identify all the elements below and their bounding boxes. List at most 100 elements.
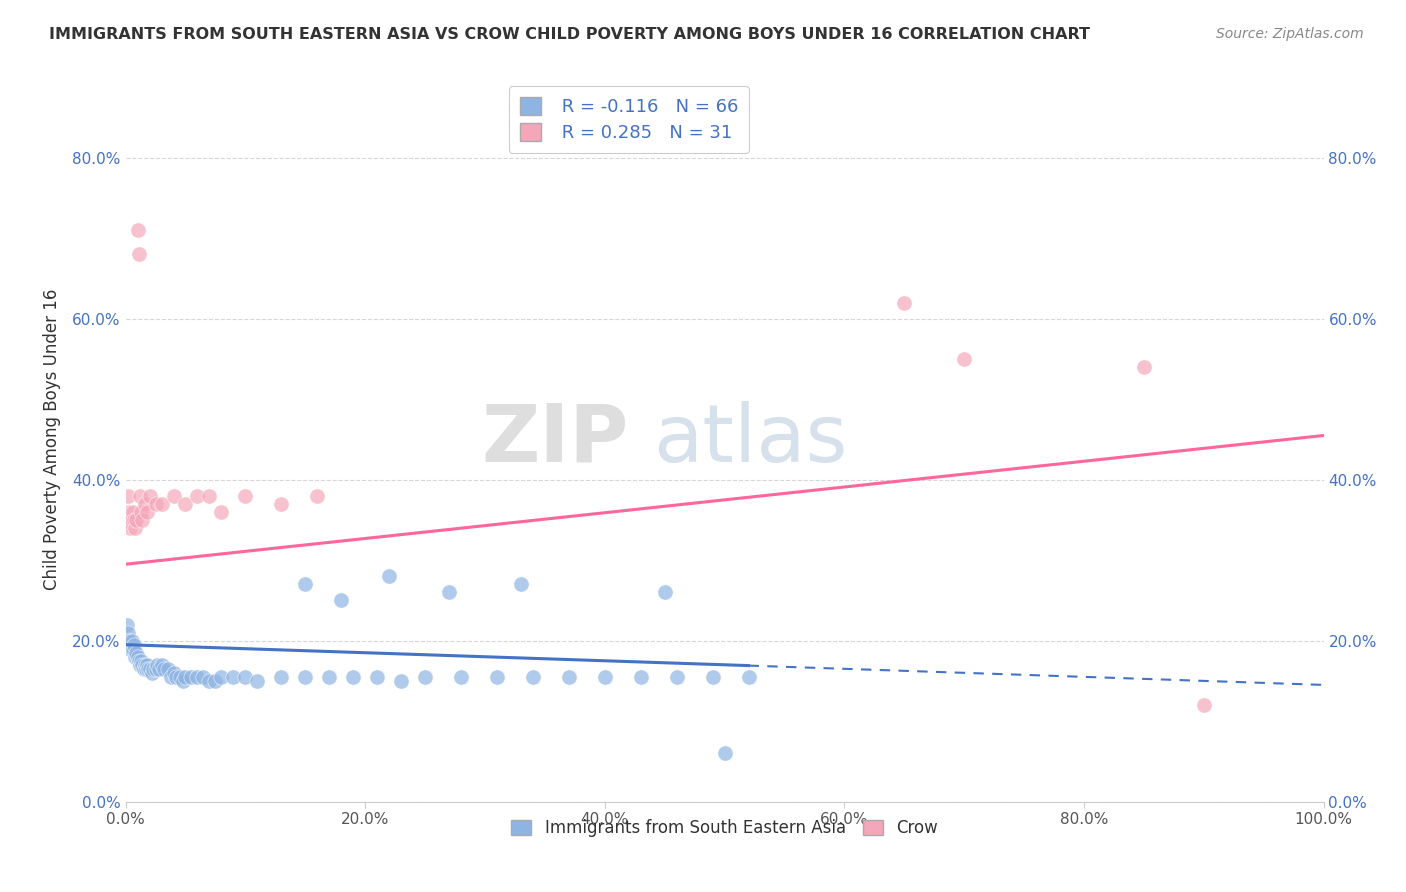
Point — [713, 747, 735, 761]
Point — [630, 670, 652, 684]
Point — [127, 223, 149, 237]
Point — [134, 657, 156, 672]
Point — [162, 665, 184, 680]
Point — [270, 497, 292, 511]
Point — [125, 646, 148, 660]
Point — [342, 670, 364, 684]
Point — [136, 505, 159, 519]
Point — [150, 657, 173, 672]
Point — [209, 505, 232, 519]
Point — [153, 662, 176, 676]
Point — [121, 505, 143, 519]
Point — [593, 670, 616, 684]
Point — [160, 670, 183, 684]
Point — [180, 670, 202, 684]
Point — [131, 657, 153, 672]
Point — [169, 670, 191, 684]
Point — [510, 577, 533, 591]
Point — [145, 497, 167, 511]
Text: Source: ZipAtlas.com: Source: ZipAtlas.com — [1216, 27, 1364, 41]
Point — [115, 617, 138, 632]
Point — [165, 670, 187, 684]
Point — [378, 569, 401, 583]
Point — [138, 489, 160, 503]
Point — [121, 633, 143, 648]
Point — [128, 247, 150, 261]
Point — [145, 662, 167, 676]
Point — [437, 585, 460, 599]
Point — [136, 657, 159, 672]
Point — [654, 585, 676, 599]
Point — [122, 513, 145, 527]
Point — [485, 670, 508, 684]
Point — [132, 662, 155, 676]
Point — [665, 670, 688, 684]
Text: IMMIGRANTS FROM SOUTH EASTERN ASIA VS CROW CHILD POVERTY AMONG BOYS UNDER 16 COR: IMMIGRANTS FROM SOUTH EASTERN ASIA VS CR… — [49, 27, 1090, 42]
Point — [129, 654, 152, 668]
Point — [128, 654, 150, 668]
Point — [174, 670, 197, 684]
Point — [127, 649, 149, 664]
Legend: Immigrants from South Eastern Asia, Crow: Immigrants from South Eastern Asia, Crow — [505, 813, 945, 844]
Point — [235, 489, 257, 503]
Point — [953, 352, 976, 367]
Point — [135, 662, 157, 676]
Point — [366, 670, 388, 684]
Point — [138, 662, 160, 676]
Point — [124, 649, 146, 664]
Point — [330, 593, 353, 607]
Point — [270, 670, 292, 684]
Point — [294, 670, 316, 684]
Point — [145, 657, 167, 672]
Point — [120, 641, 142, 656]
Point — [121, 641, 143, 656]
Point — [156, 662, 179, 676]
Point — [121, 513, 143, 527]
Point — [122, 638, 145, 652]
Point — [1133, 360, 1156, 375]
Point — [558, 670, 581, 684]
Point — [120, 521, 142, 535]
Point — [389, 673, 412, 688]
Point — [737, 670, 759, 684]
Point — [222, 670, 245, 684]
Point — [134, 497, 156, 511]
Point — [294, 577, 316, 591]
Point — [1192, 698, 1215, 712]
Point — [450, 670, 472, 684]
Text: ZIP: ZIP — [481, 401, 628, 478]
Point — [318, 670, 340, 684]
Point — [235, 670, 257, 684]
Y-axis label: Child Poverty Among Boys Under 16: Child Poverty Among Boys Under 16 — [44, 289, 60, 591]
Point — [204, 673, 226, 688]
Point — [115, 513, 138, 527]
Point — [186, 670, 208, 684]
Point — [186, 489, 208, 503]
Point — [129, 657, 152, 672]
Point — [117, 625, 139, 640]
Point — [702, 670, 724, 684]
Point — [162, 489, 184, 503]
Point — [893, 295, 915, 310]
Point — [129, 489, 152, 503]
Point — [148, 662, 170, 676]
Point — [198, 489, 221, 503]
Point — [307, 489, 329, 503]
Point — [131, 513, 153, 527]
Point — [125, 513, 148, 527]
Point — [198, 673, 221, 688]
Point — [142, 662, 165, 676]
Point — [174, 497, 197, 511]
Point — [129, 505, 152, 519]
Point — [413, 670, 436, 684]
Point — [118, 633, 141, 648]
Text: atlas: atlas — [652, 401, 846, 478]
Point — [124, 521, 146, 535]
Point — [117, 489, 139, 503]
Point — [209, 670, 232, 684]
Point — [141, 665, 163, 680]
Point — [118, 505, 141, 519]
Point — [150, 497, 173, 511]
Point — [172, 673, 194, 688]
Point — [246, 673, 269, 688]
